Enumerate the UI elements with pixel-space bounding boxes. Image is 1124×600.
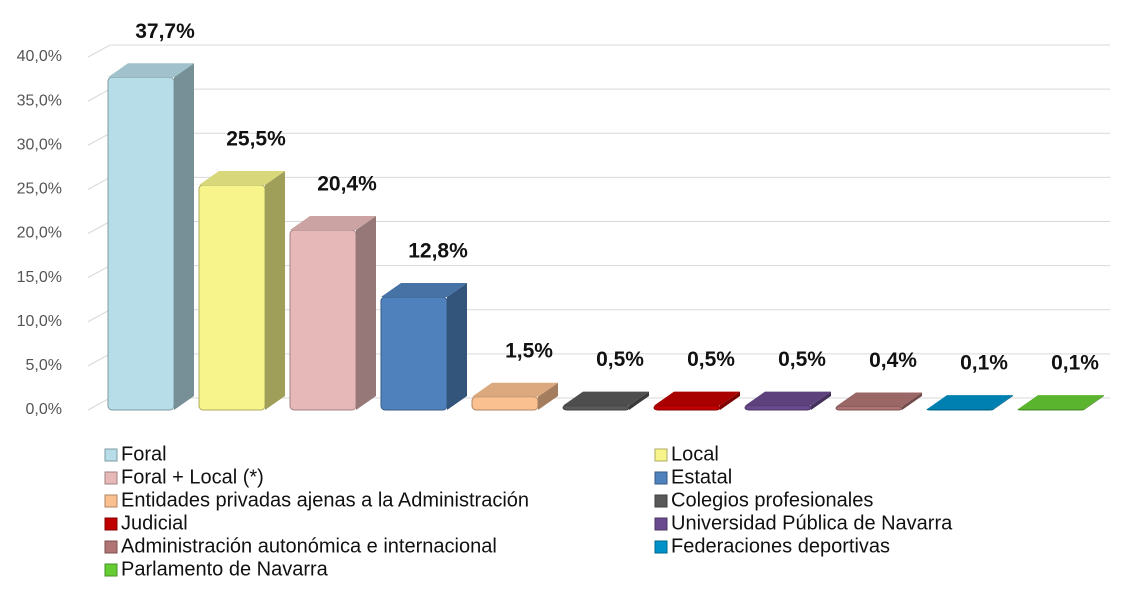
y-tick-label: 10,0% — [17, 313, 62, 330]
bar-top — [472, 382, 558, 397]
bar-side — [1084, 395, 1104, 410]
bar — [198, 184, 266, 411]
y-tick-label: 35,0% — [17, 92, 62, 109]
bar — [835, 405, 903, 411]
bar — [289, 229, 357, 411]
bar-side — [811, 391, 831, 410]
legend-swatch — [654, 448, 668, 462]
data-label: 0,1% — [1051, 352, 1099, 375]
bar — [744, 405, 812, 411]
bar-top — [381, 283, 467, 298]
legend-label: Judicial — [121, 512, 188, 534]
bar — [562, 405, 630, 411]
bar — [653, 405, 721, 411]
bar-side — [174, 63, 194, 411]
bar-side — [902, 392, 922, 410]
grid-line — [87, 88, 1110, 102]
data-label: 1,5% — [505, 339, 553, 362]
legend-swatch — [654, 494, 668, 508]
data-label: 12,8% — [408, 240, 468, 263]
bar-top — [927, 395, 1013, 410]
bar — [380, 296, 448, 411]
data-label: 0,5% — [778, 348, 826, 371]
legend-swatch — [654, 517, 668, 531]
bar-side — [629, 391, 649, 410]
data-label: 0,5% — [687, 348, 735, 371]
legend-label: Administración autonómica e internaciona… — [121, 535, 497, 557]
data-label: 0,1% — [960, 352, 1008, 375]
grid-line — [87, 44, 1110, 58]
bar-side — [265, 170, 285, 410]
data-label: 25,5% — [226, 128, 286, 151]
legend-label: Foral — [121, 443, 167, 465]
bar-top — [199, 170, 285, 185]
data-label: 0,4% — [869, 349, 917, 372]
bar — [1017, 408, 1085, 411]
bar — [926, 408, 994, 411]
legend-label: Parlamento de Navarra — [121, 558, 329, 580]
bar — [471, 396, 539, 411]
bar-side — [993, 395, 1013, 410]
y-tick-label: 0,0% — [26, 401, 62, 418]
y-tick-label: 5,0% — [26, 357, 62, 374]
y-tick-label: 40,0% — [17, 48, 62, 65]
data-label: 0,5% — [596, 348, 644, 371]
legend-label: Estatal — [671, 466, 732, 488]
legend-swatch — [104, 448, 118, 462]
legend-label: Foral + Local (*) — [121, 466, 264, 488]
bar-top — [1018, 395, 1104, 410]
legend-swatch — [654, 540, 668, 554]
bar-top — [745, 391, 831, 406]
bar-side — [447, 283, 467, 410]
y-tick-label: 30,0% — [17, 136, 62, 153]
legend-label: Federaciones deportivas — [671, 535, 890, 557]
legend-swatch — [104, 494, 118, 508]
bar — [107, 76, 175, 411]
legend-swatch — [104, 563, 118, 577]
bar-top — [108, 63, 194, 78]
y-tick-label: 15,0% — [17, 269, 62, 286]
y-tick-label: 25,0% — [17, 181, 62, 198]
legend-swatch — [104, 471, 118, 485]
bar-top — [290, 215, 376, 230]
data-label: 20,4% — [317, 173, 377, 196]
bar-side — [720, 391, 740, 410]
y-tick-label: 20,0% — [17, 225, 62, 242]
bar-side — [356, 215, 376, 410]
legend-swatch — [654, 471, 668, 485]
legend-label: Entidades privadas ajenas a la Administr… — [121, 489, 529, 511]
bar-top — [654, 391, 740, 406]
legend-label: Universidad Pública de Navarra — [671, 512, 953, 534]
data-label: 37,7% — [135, 20, 195, 43]
bar-top — [563, 391, 649, 406]
legend-swatch — [104, 540, 118, 554]
legend-label: Colegios profesionales — [671, 489, 873, 511]
bar-top — [836, 392, 922, 407]
legend-swatch — [104, 517, 118, 531]
legend-label: Local — [671, 443, 719, 465]
bar-side — [538, 382, 558, 410]
